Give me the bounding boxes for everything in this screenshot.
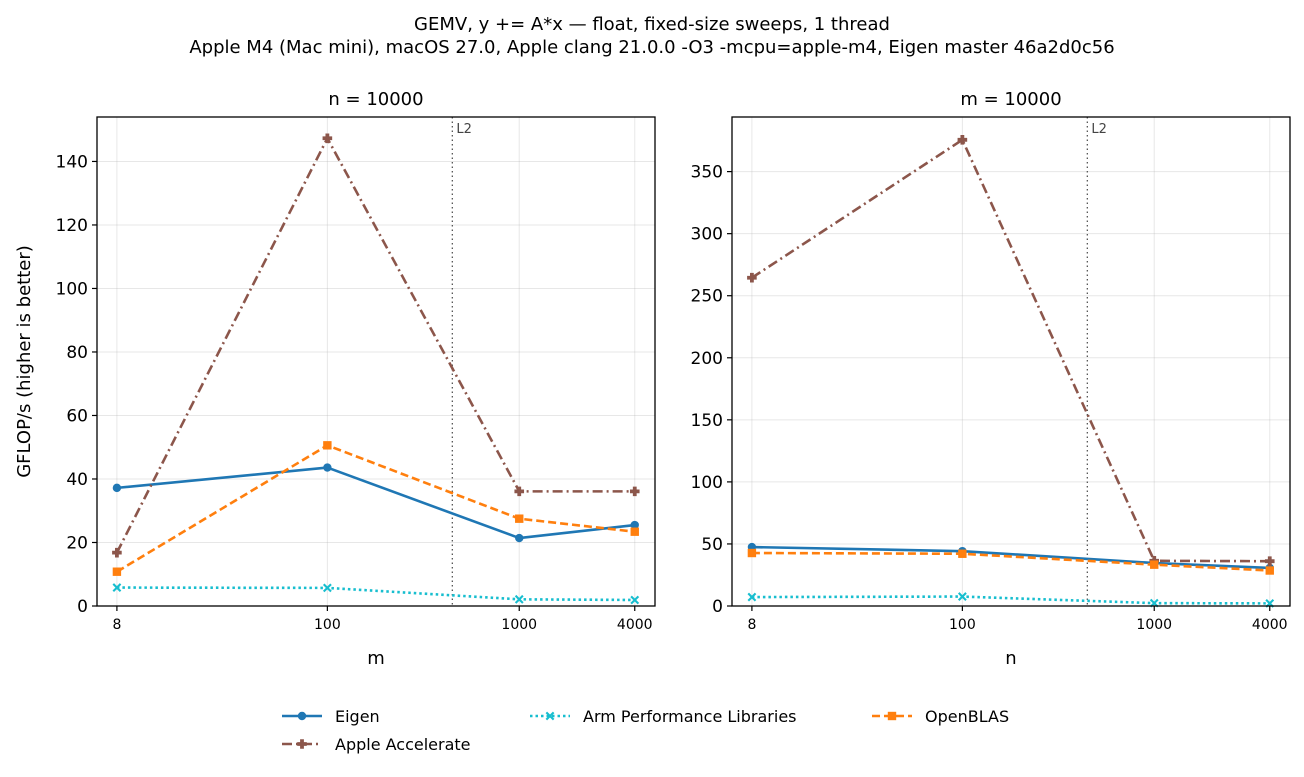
y-tick-label: 0 <box>77 597 88 617</box>
data-point-arm-performance-libraries <box>112 583 122 592</box>
figure-title-line-2: Apple M4 (Mac mini), macOS 27.0, Apple c… <box>189 37 1114 58</box>
l2-label: L2 <box>456 122 472 137</box>
series-arm-performance-libraries <box>112 583 640 605</box>
x-tick-label: 1000 <box>501 617 537 633</box>
y-tick-label: 40 <box>66 470 88 490</box>
series-apple-accelerate <box>747 135 1275 566</box>
y-tick-label: 200 <box>691 349 723 369</box>
panel-title: m = 10000 <box>960 89 1061 110</box>
legend: Eigen Apple Accelerate Arm Performance Lib… <box>282 707 1009 754</box>
y-tick-label: 100 <box>56 279 88 299</box>
figure-title-line-1: GEMV, y += A*x — float, fixed-size sweep… <box>414 14 890 35</box>
y-tick-label: 20 <box>66 533 88 553</box>
series-line-arm-performance-libraries <box>751 595 1270 605</box>
y-tick-label: 80 <box>66 343 88 363</box>
plot-frame <box>731 116 1291 607</box>
data-point-apple-accelerate <box>514 486 525 497</box>
data-point-eigen <box>515 533 524 543</box>
data-point-arm-performance-libraries <box>957 592 967 601</box>
series-line-apple-accelerate <box>751 138 1270 563</box>
l2-label: L2 <box>1091 122 1107 137</box>
y-tick-label: 120 <box>56 216 88 236</box>
legend-marker-arm-performance-libraries <box>545 711 555 721</box>
data-point-arm-performance-libraries <box>630 595 640 605</box>
data-point-openblas <box>323 441 332 450</box>
legend-label: Apple Accelerate <box>335 735 471 754</box>
series-line-eigen <box>116 466 635 540</box>
series-line-eigen <box>751 545 1270 570</box>
y-axis-label: GFLOP/s (higher is better) <box>14 245 35 478</box>
data-point-eigen <box>323 463 332 472</box>
plot-frame <box>96 116 656 607</box>
legend-marker-eigen <box>297 711 307 721</box>
x-tick-label: 1000 <box>1136 617 1172 633</box>
data-point-arm-performance-libraries <box>322 583 332 593</box>
y-tick-label: 50 <box>701 535 723 555</box>
data-point-openblas <box>515 514 524 523</box>
x-tick-label: 100 <box>949 617 976 633</box>
x-tick-label: 8 <box>747 617 756 633</box>
x-tick-label: 100 <box>314 617 341 633</box>
legend-marker-openblas <box>887 711 897 721</box>
legend-entry-eigen: Eigen <box>282 707 380 726</box>
x-axis-label: m <box>367 648 385 669</box>
data-point-apple-accelerate <box>747 272 757 283</box>
data-point-openblas <box>747 548 757 558</box>
chart-panel-m-10000: L2 0 50 100 150 200 250 300 350 8 100 1000 4000 m = 1… <box>691 89 1291 669</box>
y-tick-label: 140 <box>56 152 88 172</box>
x-tick-label: 4000 <box>617 617 653 633</box>
y-tick-label: 300 <box>691 225 723 245</box>
series-line-openblas <box>116 444 635 573</box>
series-line-arm-performance-libraries <box>116 586 635 602</box>
x-axis-label: n <box>1005 648 1016 669</box>
data-point-apple-accelerate <box>112 547 122 558</box>
legend-entry-apple-accelerate: Apple Accelerate <box>282 735 471 754</box>
data-point-openblas <box>958 549 967 558</box>
y-tick-label: 250 <box>691 287 723 307</box>
data-point-openblas <box>112 567 122 576</box>
data-point-eigen <box>112 483 122 493</box>
series-line-apple-accelerate <box>115 136 635 554</box>
data-point-arm-performance-libraries <box>514 594 524 604</box>
data-point-arm-performance-libraries <box>1149 598 1159 608</box>
data-point-openblas <box>1265 566 1274 575</box>
data-point-apple-accelerate <box>957 135 968 145</box>
data-point-arm-performance-libraries <box>747 592 757 602</box>
y-tick-label: 0 <box>712 597 723 617</box>
data-point-openblas <box>1150 560 1159 569</box>
data-point-eigen <box>630 520 639 530</box>
legend-label: OpenBLAS <box>925 707 1009 726</box>
y-tick-label: 350 <box>691 163 723 183</box>
chart-panel-n-10000: L2 0 20 40 60 80 100 120 140 8 100 1000 4000 n = 1000… <box>14 89 656 669</box>
series-openblas <box>747 548 1274 575</box>
panel-title: n = 10000 <box>328 89 423 110</box>
series-arm-performance-libraries <box>747 592 1275 608</box>
data-point-apple-accelerate <box>1264 556 1275 566</box>
legend-marker-apple-accelerate <box>297 739 307 749</box>
data-point-apple-accelerate <box>322 133 333 144</box>
series-line-openblas <box>751 551 1270 572</box>
data-point-apple-accelerate <box>629 486 640 497</box>
x-tick-label: 4000 <box>1252 617 1288 633</box>
series-apple-accelerate <box>112 133 640 558</box>
x-tick-label: 8 <box>112 617 121 633</box>
y-tick-label: 100 <box>691 473 723 493</box>
legend-entry-openblas: OpenBLAS <box>872 707 1009 726</box>
legend-entry-arm-performance-libraries: Arm Performance Libraries <box>530 707 797 726</box>
y-tick-label: 150 <box>691 411 723 431</box>
legend-label: Eigen <box>335 707 380 726</box>
data-point-openblas <box>630 527 639 536</box>
legend-label: Arm Performance Libraries <box>583 707 797 726</box>
series-openblas <box>112 441 639 576</box>
series-eigen <box>112 463 639 543</box>
y-tick-label: 60 <box>66 406 88 426</box>
